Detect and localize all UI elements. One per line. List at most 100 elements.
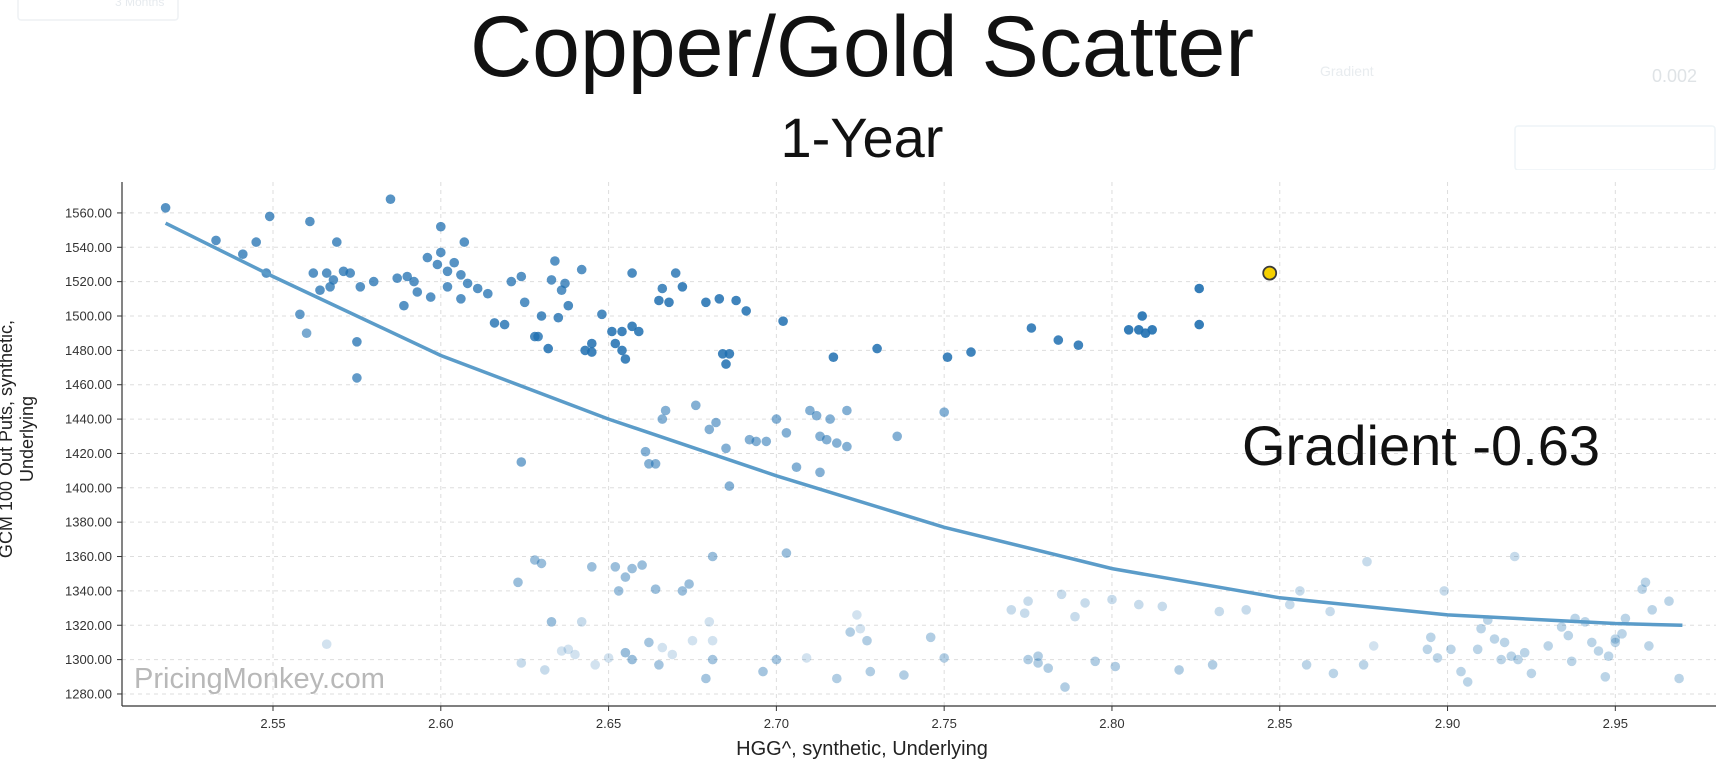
scatter-point — [872, 343, 882, 354]
scatter-point — [1566, 656, 1577, 667]
scatter-point — [536, 311, 547, 321]
scatter-point — [412, 287, 423, 297]
scatter-point — [610, 338, 621, 349]
scatter-point — [436, 221, 446, 232]
scatter-point — [355, 282, 366, 292]
scatter-point — [1006, 605, 1017, 615]
scatter-point — [1073, 340, 1084, 351]
scatter-point — [778, 316, 788, 327]
scatter-point — [590, 660, 600, 670]
scatter-point — [442, 266, 453, 277]
scatter-point — [1513, 654, 1523, 665]
scatter-point — [1640, 577, 1651, 588]
scatter-point — [1563, 630, 1574, 641]
scatter-point — [1023, 654, 1033, 665]
scatter-point — [1519, 647, 1530, 658]
scatter-point — [1610, 637, 1621, 648]
scatter-point — [570, 649, 580, 660]
scatter-point — [1137, 311, 1147, 321]
scatter-point — [1019, 608, 1030, 618]
scatter-point — [771, 414, 782, 424]
scatter-point — [620, 354, 631, 364]
scatter-point — [620, 572, 631, 582]
scatter-point — [691, 400, 701, 411]
scatter-point — [620, 647, 631, 658]
scatter-point — [1506, 651, 1517, 661]
x-tick-label: 2.60 — [428, 716, 453, 731]
scatter-point — [1080, 598, 1090, 608]
scatter-point — [801, 653, 812, 663]
scatter-point — [456, 270, 466, 280]
scatter-point — [1157, 601, 1168, 612]
y-tick-labels: 1280.00 1300.00 1320.00 1340.00 1360.00 1380.… — [65, 205, 122, 701]
scatter-point — [432, 259, 443, 270]
scatter-point — [657, 642, 668, 653]
scatter-point — [483, 288, 493, 299]
scatter-point — [489, 318, 500, 328]
scatter-point — [640, 446, 651, 457]
scatter-point — [701, 673, 711, 684]
scatter-point — [1446, 644, 1456, 655]
scatter-point — [717, 349, 728, 359]
scatter-point — [1637, 584, 1647, 594]
scatter-point — [546, 275, 557, 285]
y-tick-label: 1320.00 — [65, 618, 112, 633]
scatter-point — [1328, 668, 1339, 679]
y-axis-label: GCM 100 Out Puts, synthetic, Underlying — [0, 319, 37, 559]
scatter-point — [704, 424, 715, 435]
scatter-point — [1587, 637, 1597, 648]
scatter-point — [560, 278, 570, 289]
scatter-point — [741, 306, 751, 316]
scatter-point — [587, 562, 597, 572]
scatter-point — [1509, 551, 1520, 562]
scatter-point — [1325, 606, 1335, 617]
scatter-point — [644, 459, 654, 469]
ghost-gradient-value: 0.002 — [1652, 66, 1697, 86]
scatter-point — [513, 577, 523, 588]
y-tick-label: 1480.00 — [65, 343, 112, 358]
scatter-point — [845, 627, 855, 637]
scatter-point — [650, 459, 661, 469]
scatter-point — [563, 300, 574, 311]
y-tick-label: 1560.00 — [65, 205, 112, 220]
scatter-point — [536, 558, 547, 569]
y-tick-label: 1340.00 — [65, 583, 112, 598]
scatter-point — [1301, 660, 1312, 670]
scatter-point — [751, 436, 761, 447]
scatter-point — [711, 417, 721, 428]
scatter-point — [530, 555, 540, 565]
scatter-point — [667, 649, 678, 660]
scatter-point — [687, 635, 698, 646]
scatter-point — [540, 665, 550, 675]
scatter-point — [714, 294, 725, 304]
scatter-point — [842, 441, 852, 452]
watermark: PricingMonkey.com — [134, 663, 385, 695]
ghost-box — [1514, 125, 1716, 170]
scatter-point — [761, 436, 772, 447]
scatter-point — [516, 457, 527, 467]
scatter-point — [852, 610, 862, 620]
scatter-point — [1556, 622, 1567, 632]
scatter-point — [704, 617, 715, 627]
ghost-tab-outline — [17, 0, 179, 21]
scatter-point — [627, 654, 637, 665]
scatter-point — [677, 282, 688, 292]
scatter-point — [1476, 623, 1486, 634]
x-tick-label: 2.80 — [1099, 716, 1124, 731]
scatter-point — [576, 264, 587, 275]
scatter-point — [399, 300, 409, 311]
scatter-point — [533, 331, 543, 342]
scatter-point — [1123, 325, 1134, 335]
scatter-point — [422, 252, 433, 263]
scatter-point — [160, 203, 171, 213]
scatter-point — [1070, 611, 1080, 622]
scatter-point — [607, 326, 617, 337]
axes — [121, 182, 1716, 707]
scatter-point — [1362, 556, 1372, 567]
scatter-point — [352, 337, 362, 347]
scatter-point — [701, 297, 711, 308]
scatter-point — [264, 211, 275, 222]
scatter-point — [251, 237, 261, 247]
scatter-point — [627, 563, 637, 574]
scatter-point — [1147, 325, 1157, 335]
